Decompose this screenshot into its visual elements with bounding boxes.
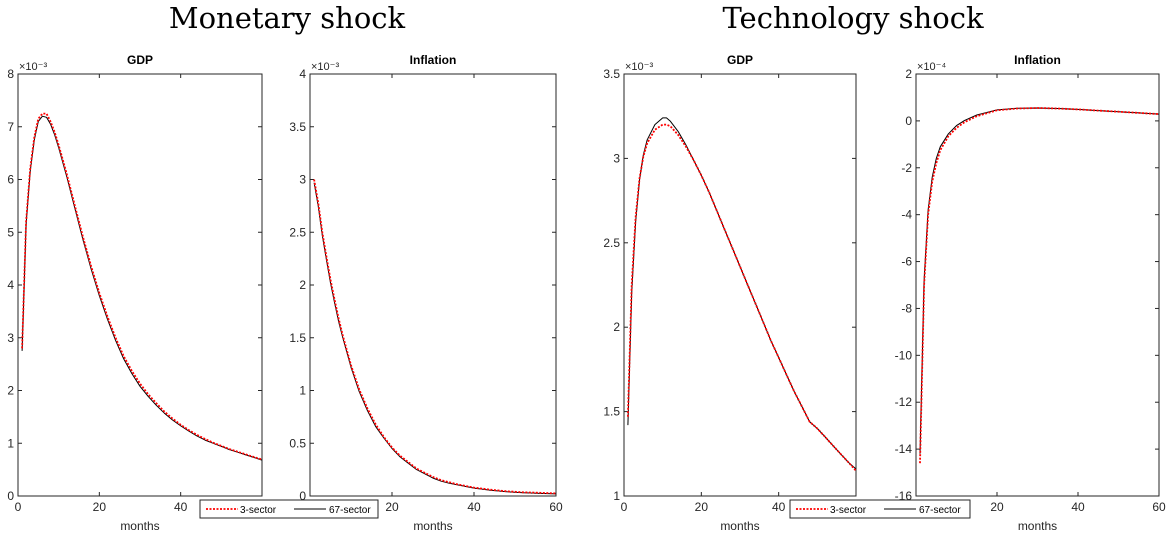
y-tick-label: 7 (7, 120, 14, 134)
y-tick-label: 4 (7, 278, 14, 292)
chart-panel: 0204060-16-14-12-10-8-6-4-202Inflation×1… (895, 53, 1166, 533)
y-tick-label: -10 (895, 348, 913, 362)
chart-title: GDP (127, 53, 153, 67)
y-tick-label: -6 (901, 255, 912, 269)
y-tick-label: 2.5 (603, 236, 620, 250)
x-tick-label: 20 (990, 500, 1004, 514)
y-tick-label: 2 (299, 278, 306, 292)
x-tick-label: 40 (467, 500, 481, 514)
x-tick-label: 20 (695, 500, 709, 514)
x-tick-label: 40 (772, 500, 786, 514)
plot-area (915, 73, 1160, 497)
group-title-monetary: Monetary shock (169, 1, 406, 35)
plot-area (309, 73, 557, 497)
y-tick-label: 1.5 (603, 405, 620, 419)
y-tick-label: 2 (905, 67, 912, 81)
x-tick-label: 40 (1071, 500, 1085, 514)
y-tick-label: -8 (901, 301, 912, 315)
y-tick-label: 3 (7, 331, 14, 345)
legend-label-67-sector: 67-sector (329, 505, 371, 516)
legend-label-3-sector: 3-sector (830, 505, 867, 516)
chart-title: Inflation (410, 53, 457, 67)
chart-panel: 020406000.511.522.533.54Inflation×10⁻³mo… (289, 53, 563, 533)
legend-box (199, 499, 379, 519)
legend-box (789, 499, 971, 519)
series-line-3-sector (21, 112, 263, 461)
y-tick-label: 1 (299, 384, 306, 398)
y-tick-label: 0 (905, 114, 912, 128)
y-tick-label: -14 (895, 442, 913, 456)
y-tick-label: 1 (613, 489, 620, 503)
axis-exponent: ×10⁻⁴ (917, 61, 946, 73)
y-tick-label: 3.5 (603, 67, 620, 81)
legends-layer: 3-sector 67-sector 3-sector 67-sector (199, 499, 971, 519)
legend: 3-sector 67-sector (789, 499, 971, 519)
axis-exponent: ×10⁻³ (625, 61, 653, 73)
x-axis-label: months (120, 519, 159, 533)
y-tick-label: 3 (613, 151, 620, 165)
x-tick-label: 40 (174, 500, 188, 514)
x-axis-label: months (720, 519, 759, 533)
y-tick-label: 5 (7, 225, 14, 239)
x-axis-label: months (413, 519, 452, 533)
y-tick-label: -4 (901, 208, 912, 222)
plot-area (623, 73, 857, 497)
series-line-3-sector (919, 107, 1160, 464)
x-tick-label: 60 (1152, 500, 1166, 514)
y-tick-label: 6 (7, 173, 14, 187)
y-tick-label: 4 (299, 67, 306, 81)
group-title-technology: Technology shock (722, 1, 983, 35)
legend-label-3-sector: 3-sector (240, 505, 277, 516)
x-tick-label: 60 (549, 500, 563, 514)
x-tick-label: 20 (93, 500, 107, 514)
plot-area (17, 73, 263, 497)
chart-title: Inflation (1014, 53, 1061, 67)
y-tick-label: 1 (7, 436, 14, 450)
y-tick-label: -2 (901, 161, 912, 175)
x-axis-label: months (1018, 519, 1057, 533)
y-tick-label: 0 (7, 489, 14, 503)
x-tick-label: 0 (621, 500, 628, 514)
y-tick-label: 8 (7, 67, 14, 81)
y-tick-label: 3.5 (289, 120, 306, 134)
y-tick-label: 0.5 (289, 436, 306, 450)
y-tick-label: 1.5 (289, 331, 306, 345)
y-tick-label: -12 (895, 395, 913, 409)
legend-label-67-sector: 67-sector (919, 505, 961, 516)
axis-exponent: ×10⁻³ (311, 61, 339, 73)
y-tick-label: 0 (299, 489, 306, 503)
series-line-3-sector (627, 123, 857, 472)
y-tick-label: 2 (613, 320, 620, 334)
x-tick-label: 20 (385, 500, 399, 514)
axis-exponent: ×10⁻³ (19, 61, 47, 73)
legend: 3-sector 67-sector (199, 499, 379, 519)
x-tick-label: 0 (15, 500, 22, 514)
y-tick-label: 2 (7, 384, 14, 398)
chart-title: GDP (727, 53, 753, 67)
y-tick-label: 3 (299, 173, 306, 187)
y-tick-label: 2.5 (289, 225, 306, 239)
charts-layer: 0204060012345678GDP×10⁻³months020406000.… (7, 53, 1166, 533)
